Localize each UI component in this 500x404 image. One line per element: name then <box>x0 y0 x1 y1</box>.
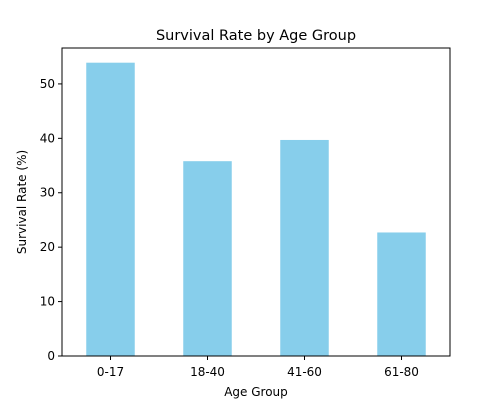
y-tick-label: 40 <box>40 131 55 145</box>
y-tick-label: 10 <box>40 295 55 309</box>
plot-frame <box>61 47 451 357</box>
chart-title: Survival Rate by Age Group <box>156 28 356 44</box>
y-ticks-group: 0 10 20 30 40 50 <box>40 77 62 363</box>
x-tick-label: 0-17 <box>97 365 124 379</box>
bars-group <box>86 62 426 356</box>
x-ticks-group: 0-17 18-40 41-60 61-80 <box>97 356 419 379</box>
bar-0-17 <box>86 62 135 356</box>
y-axis-label: Survival Rate (%) <box>15 150 29 254</box>
y-tick-label: 50 <box>40 77 55 91</box>
x-tick-label: 18-40 <box>190 365 225 379</box>
bar-41-60 <box>280 139 329 356</box>
y-tick-label: 30 <box>40 186 55 200</box>
y-tick-label: 0 <box>47 349 55 363</box>
bar-61-80 <box>377 232 426 356</box>
x-tick-label: 61-80 <box>384 365 419 379</box>
x-tick-label: 41-60 <box>287 365 322 379</box>
x-axis-label: Age Group <box>224 385 288 399</box>
bar-18-40 <box>183 161 232 356</box>
y-tick-label: 20 <box>40 240 55 254</box>
